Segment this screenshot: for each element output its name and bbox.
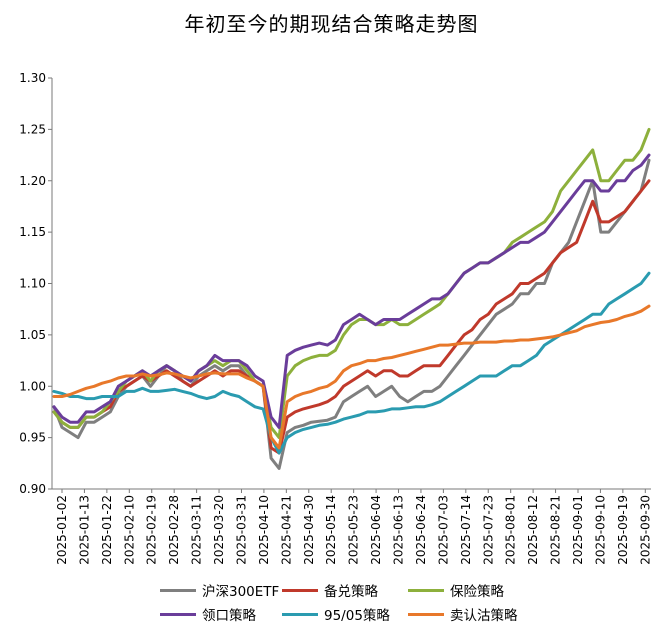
series-line-1 xyxy=(52,179,651,455)
x-tick-label: 2025-01-13 xyxy=(77,495,91,565)
x-tick-label: 2025-06-13 xyxy=(392,495,406,565)
x-tick-label: 2025-01-22 xyxy=(100,495,114,565)
legend-item-1: 备兑策略 xyxy=(282,580,378,600)
x-tick-label: 2025-03-11 xyxy=(190,495,204,565)
y-tick-label: 1.15 xyxy=(19,225,46,239)
legend-label: 领口策略 xyxy=(202,608,256,624)
legend-label: 备兑策略 xyxy=(324,584,378,600)
x-tick-label: 2025-02-28 xyxy=(167,495,181,565)
legend-swatch xyxy=(160,588,196,592)
x-tick-label: 2025-05-23 xyxy=(347,495,361,565)
series-line-5 xyxy=(52,304,651,450)
x-tick-label: 2025-03-31 xyxy=(234,495,248,565)
y-tick-label: 1.00 xyxy=(19,379,46,393)
y-tick-label: 1.05 xyxy=(19,328,46,342)
plot-area xyxy=(52,127,651,470)
series-line-4 xyxy=(52,271,651,455)
x-tick-label: 2025-06-24 xyxy=(414,495,428,565)
y-tick-label: 1.10 xyxy=(19,277,46,291)
legend-swatch xyxy=(282,612,318,616)
axes: 0.90 0.95 1.00 1.05 1.10 1.15 1.20 1.25 1.30 2025… xyxy=(19,71,652,565)
x-tick-label: 2025-04-30 xyxy=(302,495,316,565)
x-tick-label: 2025-08-12 xyxy=(526,495,540,565)
legend-swatch xyxy=(408,588,444,592)
legend-swatch xyxy=(160,612,196,616)
legend-label: 沪深300ETF xyxy=(202,584,280,600)
legend-label: 95/05策略 xyxy=(324,608,390,624)
series-line-2 xyxy=(52,127,651,440)
x-tick-label: 2025-02-19 xyxy=(145,495,159,565)
y-tick-label: 1.25 xyxy=(19,122,46,136)
y-tick-label: 0.90 xyxy=(19,482,46,496)
series-line-0 xyxy=(52,158,651,470)
legend-item-0: 沪深300ETF xyxy=(160,580,279,600)
x-tick-label: 2025-08-01 xyxy=(504,495,518,565)
x-tick-label: 2025-07-14 xyxy=(459,495,473,565)
x-tick-label: 2025-09-01 xyxy=(571,495,585,565)
x-tick-label: 2025-09-30 xyxy=(638,495,652,565)
x-tick-label: 2025-01-02 xyxy=(55,495,69,565)
x-tick-label: 2025-09-10 xyxy=(593,495,607,565)
legend-swatch xyxy=(282,588,318,592)
legend-item-4: 95/05策略 xyxy=(282,604,390,624)
chart-title: 年初至今的期现结合策略走势图 xyxy=(184,12,479,36)
y-tick-label: 1.20 xyxy=(19,174,46,188)
x-tick-label: 2025-02-10 xyxy=(122,495,136,565)
legend-label: 卖认沽策略 xyxy=(450,608,518,624)
x-tick-label: 2025-06-04 xyxy=(369,495,383,565)
legend-swatch xyxy=(408,612,444,616)
legend-label: 保险策略 xyxy=(450,584,504,600)
legend-item-2: 保险策略 xyxy=(408,580,504,600)
x-tick-label: 2025-07-23 xyxy=(481,495,495,565)
x-tick-label: 2025-03-20 xyxy=(212,495,226,565)
legend-item-5: 卖认沽策略 xyxy=(408,604,518,624)
y-tick-label: 0.95 xyxy=(19,431,46,445)
legend-item-3: 领口策略 xyxy=(160,604,256,624)
x-tick-label: 2025-07-03 xyxy=(436,495,450,565)
x-tick-label: 2025-04-10 xyxy=(257,495,271,565)
y-tick-label: 1.30 xyxy=(19,71,46,85)
x-tick-label: 2025-05-14 xyxy=(324,495,338,565)
x-tick-label: 2025-09-19 xyxy=(616,495,630,565)
x-tick-label: 2025-08-21 xyxy=(549,495,563,565)
x-tick-label: 2025-04-21 xyxy=(279,495,293,565)
